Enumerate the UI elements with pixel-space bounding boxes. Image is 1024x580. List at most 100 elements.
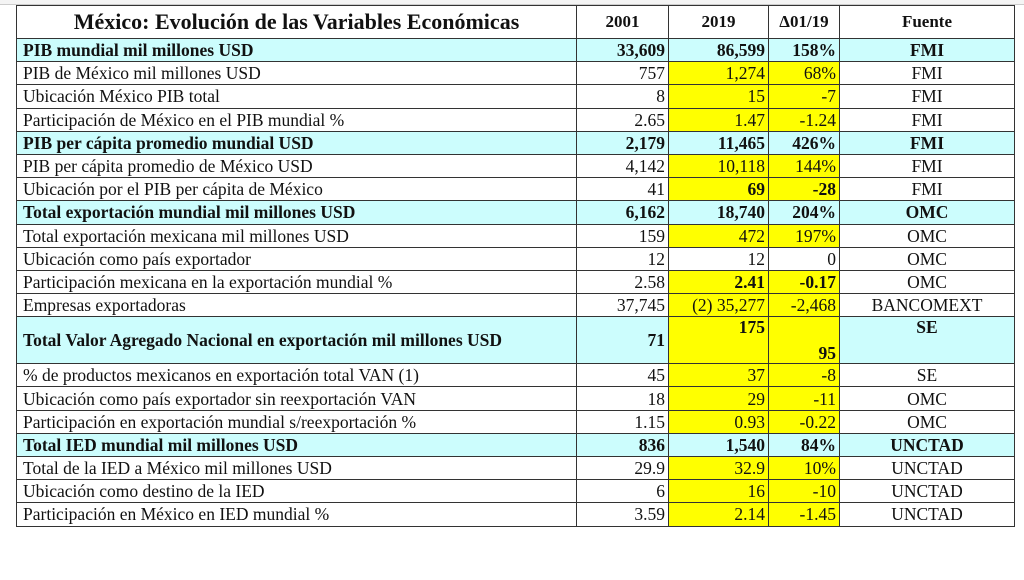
value-delta: -28 [768, 177, 840, 202]
row-label: PIB de México mil millones USD [16, 61, 577, 86]
value-2019: 2.41 [668, 269, 769, 295]
value-delta: -1.45 [768, 502, 840, 527]
row-label: PIB per cápita promedio mundial USD [16, 130, 577, 155]
source: UNCTAD [839, 502, 1015, 527]
source: FMI [839, 107, 1015, 132]
value-2019: 12 [668, 246, 769, 271]
value-delta: 0 [768, 246, 840, 271]
value-2001: 29.9 [576, 455, 669, 481]
table-row: Total IED mundial mil millones USD 836 1,5… [16, 432, 1015, 458]
row-label: Participación en exportación mundial s/r… [16, 409, 577, 434]
value-delta: -0.17 [768, 269, 840, 295]
value-2019: 69 [668, 177, 769, 202]
value-2019: 16 [668, 479, 769, 504]
value-2019: 15 [668, 84, 769, 109]
table-header-row: México: Evolución de las Variables Econó… [16, 5, 1015, 39]
source: OMC [839, 223, 1015, 248]
source: FMI [839, 130, 1015, 155]
column-header-delta: Δ01/19 [768, 5, 840, 39]
row-label: Total IED mundial mil millones USD [16, 432, 577, 458]
row-label: Total de la IED a México mil millones US… [16, 455, 577, 481]
table-row: Participación mexicana en la exportación… [16, 269, 1015, 295]
source: UNCTAD [839, 479, 1015, 504]
source: OMC [839, 200, 1015, 225]
value-2001: 836 [576, 432, 669, 458]
table-row: Participación de México en el PIB mundia… [16, 107, 1015, 132]
row-label: Total exportación mundial mil millones U… [16, 200, 577, 225]
value-2001: 3.59 [576, 502, 669, 527]
value-delta: -10 [768, 479, 840, 504]
value-delta: -8 [768, 363, 840, 388]
row-label: Total Valor Agregado Nacional en exporta… [16, 316, 577, 365]
value-delta: -11 [768, 386, 840, 411]
value-2001: 71 [576, 316, 669, 365]
source: OMC [839, 386, 1015, 411]
table-row: PIB per cápita promedio de México USD 4,1… [16, 153, 1015, 179]
row-label: Participación de México en el PIB mundia… [16, 107, 577, 132]
table-row: Participación en México en IED mundial %… [16, 502, 1015, 527]
source: BANCOMEXT [839, 293, 1015, 318]
table-row: PIB per cápita promedio mundial USD 2,179… [16, 130, 1015, 155]
value-delta: -2,468 [768, 293, 840, 318]
row-label: Ubicación como destino de la IED [16, 479, 577, 504]
value-2001: 2,179 [576, 130, 669, 155]
value-delta: 197% [768, 223, 840, 248]
table-row: Ubicación como país exportador 12 12 0 OMC [16, 246, 1015, 271]
source: SE [839, 316, 1015, 365]
value-2019: 37 [668, 363, 769, 388]
value-delta: 84% [768, 432, 840, 458]
value-2001: 4,142 [576, 153, 669, 179]
row-label: Participación en México en IED mundial % [16, 502, 577, 527]
table-row: PIB de México mil millones USD 757 1,274 68… [16, 61, 1015, 86]
table-row: PIB mundial mil millones USD 33,609 86,599… [16, 37, 1015, 63]
value-2001: 45 [576, 363, 669, 388]
table-row: Total Valor Agregado Nacional en exporta… [16, 316, 1015, 365]
value-delta: 10% [768, 455, 840, 481]
value-2001: 6,162 [576, 200, 669, 225]
source: FMI [839, 37, 1015, 63]
table-row: Participación en exportación mundial s/r… [16, 409, 1015, 434]
value-2019: 29 [668, 386, 769, 411]
table-row: Empresas exportadoras 37,745 (2) 35,277 -2,… [16, 293, 1015, 318]
value-2001: 757 [576, 61, 669, 86]
column-header-source: Fuente [839, 5, 1015, 39]
source: SE [839, 363, 1015, 388]
value-2019: 86,599 [668, 37, 769, 63]
table-row: Ubicación como país exportador sin reexp… [16, 386, 1015, 411]
table-row: Total de la IED a México mil millones US… [16, 455, 1015, 481]
source: UNCTAD [839, 455, 1015, 481]
source: FMI [839, 177, 1015, 202]
value-2001: 18 [576, 386, 669, 411]
source: FMI [839, 84, 1015, 109]
value-2019: (2) 35,277 [668, 293, 769, 318]
window-top-edge [0, 0, 1024, 5]
row-label: Ubicación como país exportador sin reexp… [16, 386, 577, 411]
value-2001: 1.15 [576, 409, 669, 434]
value-delta: -0.22 [768, 409, 840, 434]
table-row: Total exportación mundial mil millones U… [16, 200, 1015, 225]
value-delta: 144% [768, 153, 840, 179]
source: UNCTAD [839, 432, 1015, 458]
value-2001: 33,609 [576, 37, 669, 63]
value-2001: 37,745 [576, 293, 669, 318]
source: OMC [839, 246, 1015, 271]
source: OMC [839, 409, 1015, 434]
value-2019: 18,740 [668, 200, 769, 225]
value-2019: 1,540 [668, 432, 769, 458]
value-2019: 1,274 [668, 61, 769, 86]
economic-variables-table: México: Evolución de las Variables Econó… [16, 5, 1015, 527]
table-row: Ubicación como destino de la IED 6 16 -10 UN… [16, 479, 1015, 504]
value-2019: 10,118 [668, 153, 769, 179]
table-row: Ubicación por el PIB per cápita de Méxic… [16, 177, 1015, 202]
value-delta: 158% [768, 37, 840, 63]
value-delta: 204% [768, 200, 840, 225]
value-2001: 41 [576, 177, 669, 202]
value-2019: 0.93 [668, 409, 769, 434]
row-label: Ubicación como país exportador [16, 246, 577, 271]
value-2001: 12 [576, 246, 669, 271]
value-2019: 175 [668, 316, 769, 365]
source: OMC [839, 269, 1015, 295]
row-label: Participación mexicana en la exportación… [16, 269, 577, 295]
column-header-2001: 2001 [576, 5, 669, 39]
value-delta: -7 [768, 84, 840, 109]
